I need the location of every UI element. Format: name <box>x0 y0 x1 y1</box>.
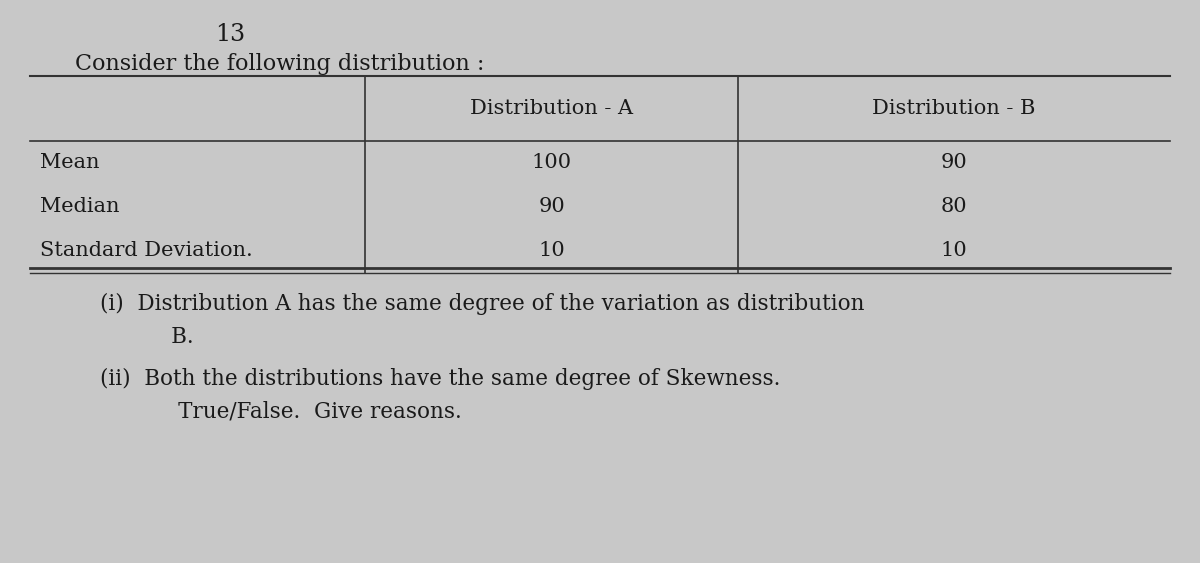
Text: 10: 10 <box>538 242 565 261</box>
Text: Standard Deviation.: Standard Deviation. <box>40 242 253 261</box>
Text: (ii)  Both the distributions have the same degree of Skewness.: (ii) Both the distributions have the sam… <box>100 368 780 390</box>
Text: (i)  Distribution A has the same degree of the variation as distribution: (i) Distribution A has the same degree o… <box>100 293 864 315</box>
Text: Distribution - A: Distribution - A <box>470 99 634 118</box>
Text: 90: 90 <box>538 198 565 217</box>
Text: True/False.  Give reasons.: True/False. Give reasons. <box>130 401 462 423</box>
Text: Mean: Mean <box>40 154 100 172</box>
Text: Distribution - B: Distribution - B <box>872 99 1036 118</box>
Text: 80: 80 <box>941 198 967 217</box>
Text: Median: Median <box>40 198 120 217</box>
Text: B.: B. <box>130 326 193 348</box>
Text: Consider the following distribution :: Consider the following distribution : <box>74 53 485 75</box>
Text: 13: 13 <box>215 23 245 46</box>
Text: 10: 10 <box>941 242 967 261</box>
Text: 100: 100 <box>532 154 571 172</box>
Text: 90: 90 <box>941 154 967 172</box>
